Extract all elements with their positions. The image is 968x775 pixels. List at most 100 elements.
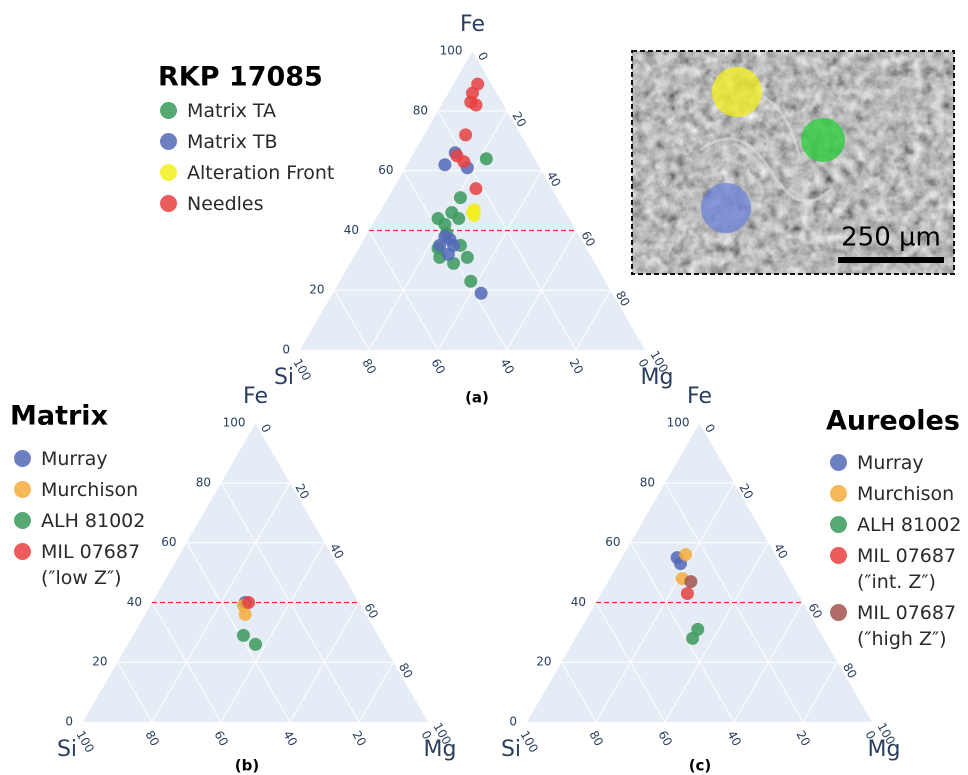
vertex-label-si: Si	[501, 737, 521, 762]
panel-label: (c)	[689, 757, 712, 775]
legend-item: MIL 07687 (″low Z″)	[14, 539, 145, 591]
legend-item: Matrix TA	[160, 98, 334, 124]
data-point	[442, 248, 455, 261]
scale-label: 250 µm	[841, 223, 941, 253]
si-tick-label: 60	[655, 728, 675, 748]
si-tick-label: 20	[349, 728, 369, 748]
legend-label: Murchison	[41, 477, 138, 503]
vertex-label-si: Si	[57, 737, 77, 762]
data-point	[684, 575, 697, 588]
legend: Matrix TA Matrix TB Alteration Front Needle…	[160, 98, 334, 222]
vertex-label-mg: Mg	[868, 737, 901, 762]
vertex-label-si: Si	[274, 365, 294, 390]
data-point	[249, 638, 262, 651]
legend-label: Murray	[41, 446, 108, 472]
data-point	[681, 587, 694, 600]
legend-label: MIL 07687 (″int. Z″)	[857, 543, 956, 595]
panel-title: RKP 17085	[158, 62, 323, 93]
vertex-label-mg: Mg	[424, 737, 457, 762]
legend-marker	[830, 485, 847, 502]
si-tick-label: 60	[428, 356, 448, 376]
data-point	[459, 128, 472, 141]
legend-label: Murchison	[857, 481, 954, 507]
si-tick-label: 20	[793, 728, 813, 748]
legend-label: MIL 07687 (″low Z″)	[41, 539, 140, 591]
legend-item: Murchison	[14, 477, 145, 503]
legend-item: Alteration Front	[160, 160, 334, 186]
legend-marker	[160, 195, 177, 212]
data-point	[237, 629, 250, 642]
data-point	[468, 209, 481, 222]
data-point	[242, 596, 255, 609]
si-tick-label: 20	[566, 356, 586, 376]
legend-label: Alteration Front	[187, 160, 334, 186]
legend: Murray Murchison ALH 81002 MIL 07687 (″int.…	[830, 450, 961, 657]
legend-marker	[160, 102, 177, 119]
fe-tick-label: 40	[571, 595, 586, 609]
data-point	[464, 275, 477, 288]
data-point	[469, 99, 482, 112]
panel-label: (a)	[465, 389, 489, 407]
si-tick-label: 80	[586, 728, 606, 748]
fe-tick-label: 100	[223, 416, 246, 430]
fe-tick-label: 0	[509, 715, 517, 729]
vertex-label-fe: Fe	[687, 384, 712, 409]
panel-label: (b)	[235, 757, 259, 775]
fe-tick-label: 80	[413, 103, 428, 117]
region-alteration	[712, 67, 762, 117]
si-tick-label: 60	[211, 728, 231, 748]
legend-marker	[160, 164, 177, 181]
page: {"chart_data": [ {"type": "ternary", "ti…	[0, 0, 968, 775]
fe-tick-label: 20	[92, 655, 107, 669]
legend-item: ALH 81002	[14, 508, 145, 534]
legend-marker	[14, 450, 31, 467]
si-tick-label: 40	[497, 356, 517, 376]
data-point	[480, 152, 493, 165]
legend-item: Murchison	[830, 481, 961, 507]
si-tick-label: 40	[280, 728, 300, 748]
legend-item: Murray	[830, 450, 961, 476]
legend-marker	[830, 454, 847, 471]
legend-label: MIL 07687 (″high Z″)	[857, 600, 956, 652]
legend-label: Needles	[187, 191, 264, 217]
legend-item: ALH 81002	[830, 512, 961, 538]
legend-marker	[14, 512, 31, 529]
region-matrix-ta	[801, 118, 845, 162]
data-point	[457, 155, 470, 168]
fe-tick-label: 60	[378, 163, 393, 177]
data-point	[454, 191, 467, 204]
data-point	[469, 182, 482, 195]
legend-label: Matrix TB	[187, 129, 278, 155]
vertex-label-fe: Fe	[460, 12, 485, 37]
legend-marker	[14, 543, 31, 560]
si-tick-label: 80	[359, 356, 379, 376]
region-matrix-tb	[701, 183, 751, 233]
data-point	[438, 158, 451, 171]
fe-tick-label: 20	[309, 283, 324, 297]
data-point	[475, 287, 488, 300]
fe-tick-label: 0	[65, 715, 73, 729]
legend-marker	[830, 547, 847, 564]
fe-tick-label: 40	[127, 595, 142, 609]
legend: Murray Murchison ALH 81002 MIL 07687 (″low …	[14, 446, 145, 596]
fe-tick-label: 80	[196, 475, 211, 489]
panel-title: Aureoles	[826, 406, 960, 437]
legend-item: Matrix TB	[160, 129, 334, 155]
legend-item: MIL 07687 (″high Z″)	[830, 600, 961, 652]
legend-item: MIL 07687 (″int. Z″)	[830, 543, 961, 595]
panel-title: Matrix	[10, 401, 108, 432]
fe-tick-label: 20	[536, 655, 551, 669]
fe-tick-label: 40	[344, 223, 359, 237]
data-point	[686, 632, 699, 645]
fe-tick-label: 100	[440, 44, 463, 58]
legend-label: Murray	[857, 450, 924, 476]
legend-marker	[830, 516, 847, 533]
legend-label: Matrix TA	[187, 98, 276, 124]
ternary-background	[527, 423, 872, 722]
figure: 250 µm 000202020404040606060808080100100…	[0, 0, 968, 775]
legend-marker	[160, 133, 177, 150]
legend-label: ALH 81002	[857, 512, 961, 538]
fe-tick-label: 80	[640, 475, 655, 489]
data-point	[679, 548, 692, 561]
data-point	[452, 212, 465, 225]
